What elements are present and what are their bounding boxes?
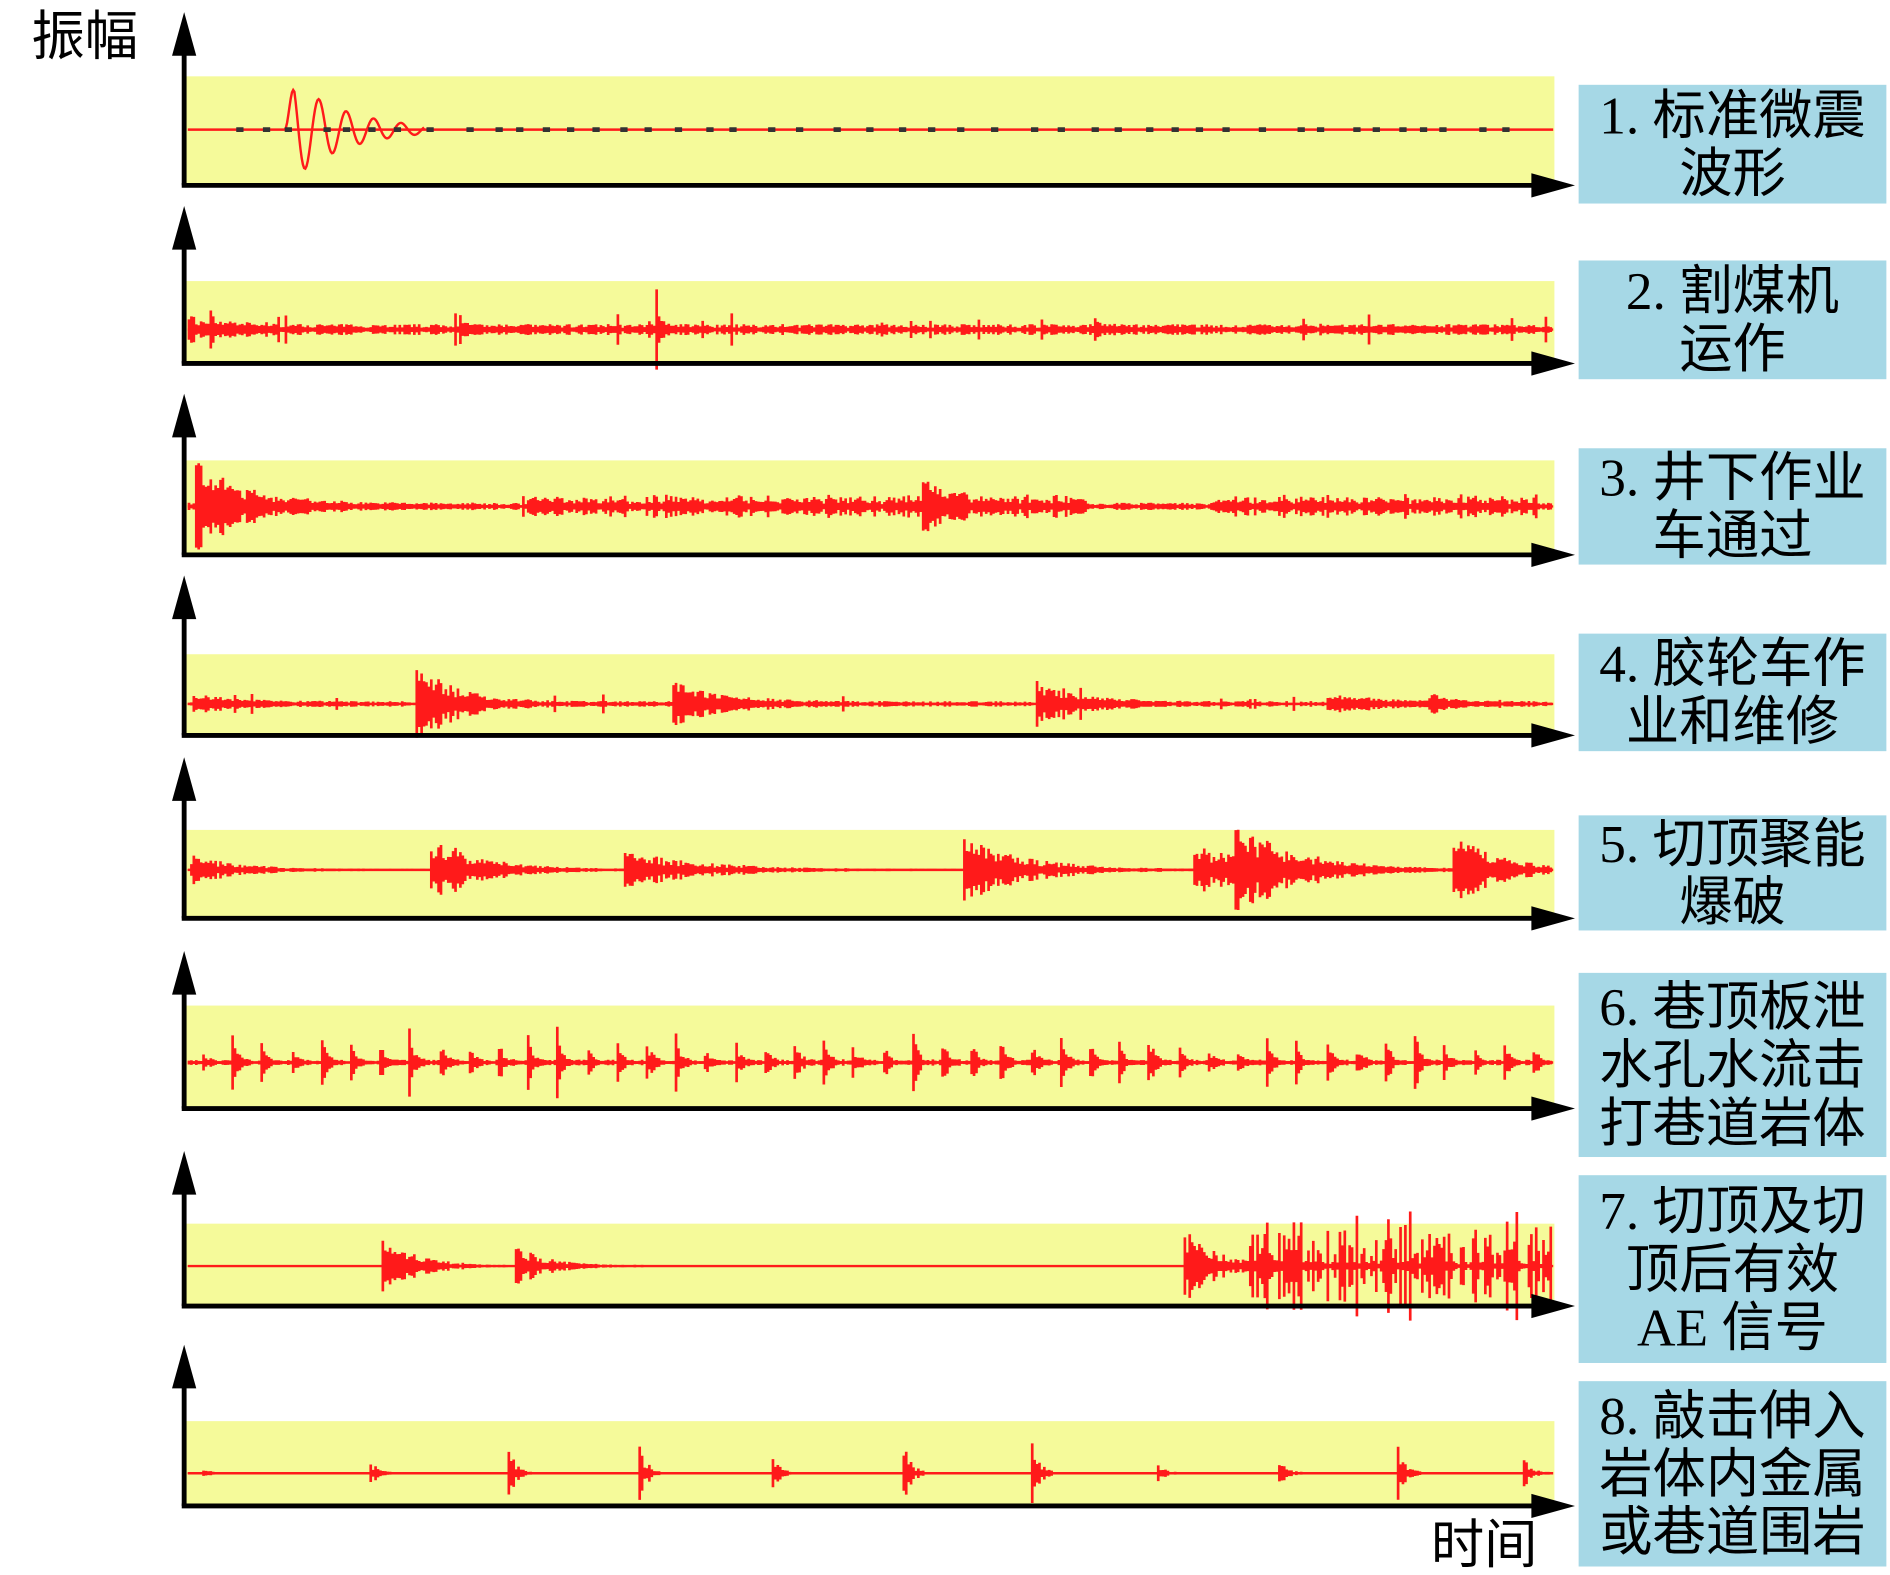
panel-label: 4. 胶轮车作 <box>1599 634 1865 693</box>
waveform <box>283 87 425 171</box>
panel-background <box>185 281 1555 364</box>
x-arrow <box>1531 1293 1575 1319</box>
panel-label: 顶后有效 <box>1626 1240 1839 1299</box>
x-arrow <box>1531 1493 1575 1519</box>
label-box <box>1578 972 1887 1158</box>
y-arrow <box>172 393 197 438</box>
panel-label: 水孔水流击 <box>1599 1036 1865 1095</box>
waveform <box>187 1211 1553 1321</box>
label-box <box>1578 633 1887 752</box>
panel-label: 2. 割煤机 <box>1626 262 1839 321</box>
panel-label: 5. 切顶聚能 <box>1599 815 1865 874</box>
panel-label: 爆破 <box>1679 873 1786 932</box>
waveform <box>187 463 1553 550</box>
label-box <box>1578 260 1887 380</box>
label-box <box>1578 84 1887 204</box>
panel-label: 6. 巷顶板泄 <box>1599 978 1865 1037</box>
wave-ripples <box>236 127 1510 133</box>
panel-label: 或巷道围岩 <box>1599 1503 1865 1562</box>
waveform <box>187 289 1553 370</box>
x-arrow <box>1531 173 1575 198</box>
waveform <box>187 670 1553 738</box>
label-box <box>1578 448 1887 565</box>
y-arrow <box>172 757 197 801</box>
panel-label: 车通过 <box>1653 507 1813 566</box>
y-arrow <box>172 1150 197 1195</box>
y-arrow <box>172 575 197 620</box>
panel-label: 1. 标准微震 <box>1599 86 1865 145</box>
panel-label: 岩体内金属 <box>1599 1445 1865 1504</box>
x-arrow <box>1531 723 1575 748</box>
panel-background <box>185 654 1555 736</box>
x-arrow <box>1531 542 1575 567</box>
label-box <box>1578 1175 1887 1363</box>
label-box <box>1578 1381 1887 1567</box>
y-arrow <box>172 1344 197 1389</box>
y-axis-label: 振幅 <box>32 8 139 67</box>
waveform <box>187 1443 1553 1504</box>
waveform <box>187 1026 1553 1099</box>
panel-label: 业和维修 <box>1626 693 1839 752</box>
panel-label: 7. 切顶及切 <box>1599 1182 1865 1241</box>
panel-label: 运作 <box>1679 320 1786 379</box>
x-arrow <box>1531 351 1575 376</box>
x-arrow <box>1531 1096 1575 1121</box>
y-arrow <box>172 12 197 56</box>
panel-label: 波形 <box>1679 144 1786 203</box>
panel-label: 3. 井下作业 <box>1599 449 1865 508</box>
label-box <box>1578 815 1887 931</box>
panel-label: 打巷道岩体 <box>1599 1094 1865 1153</box>
x-arrow <box>1531 906 1575 931</box>
x-axis-label: 时间 <box>1431 1516 1538 1575</box>
y-arrow <box>172 951 197 995</box>
panel-label: 8. 敲击伸入 <box>1599 1387 1865 1446</box>
panel-background <box>185 1421 1555 1506</box>
panel-background <box>185 1005 1555 1109</box>
waveform <box>187 829 1553 910</box>
panel-label: AE 信号 <box>1637 1298 1828 1357</box>
y-arrow <box>172 205 197 250</box>
